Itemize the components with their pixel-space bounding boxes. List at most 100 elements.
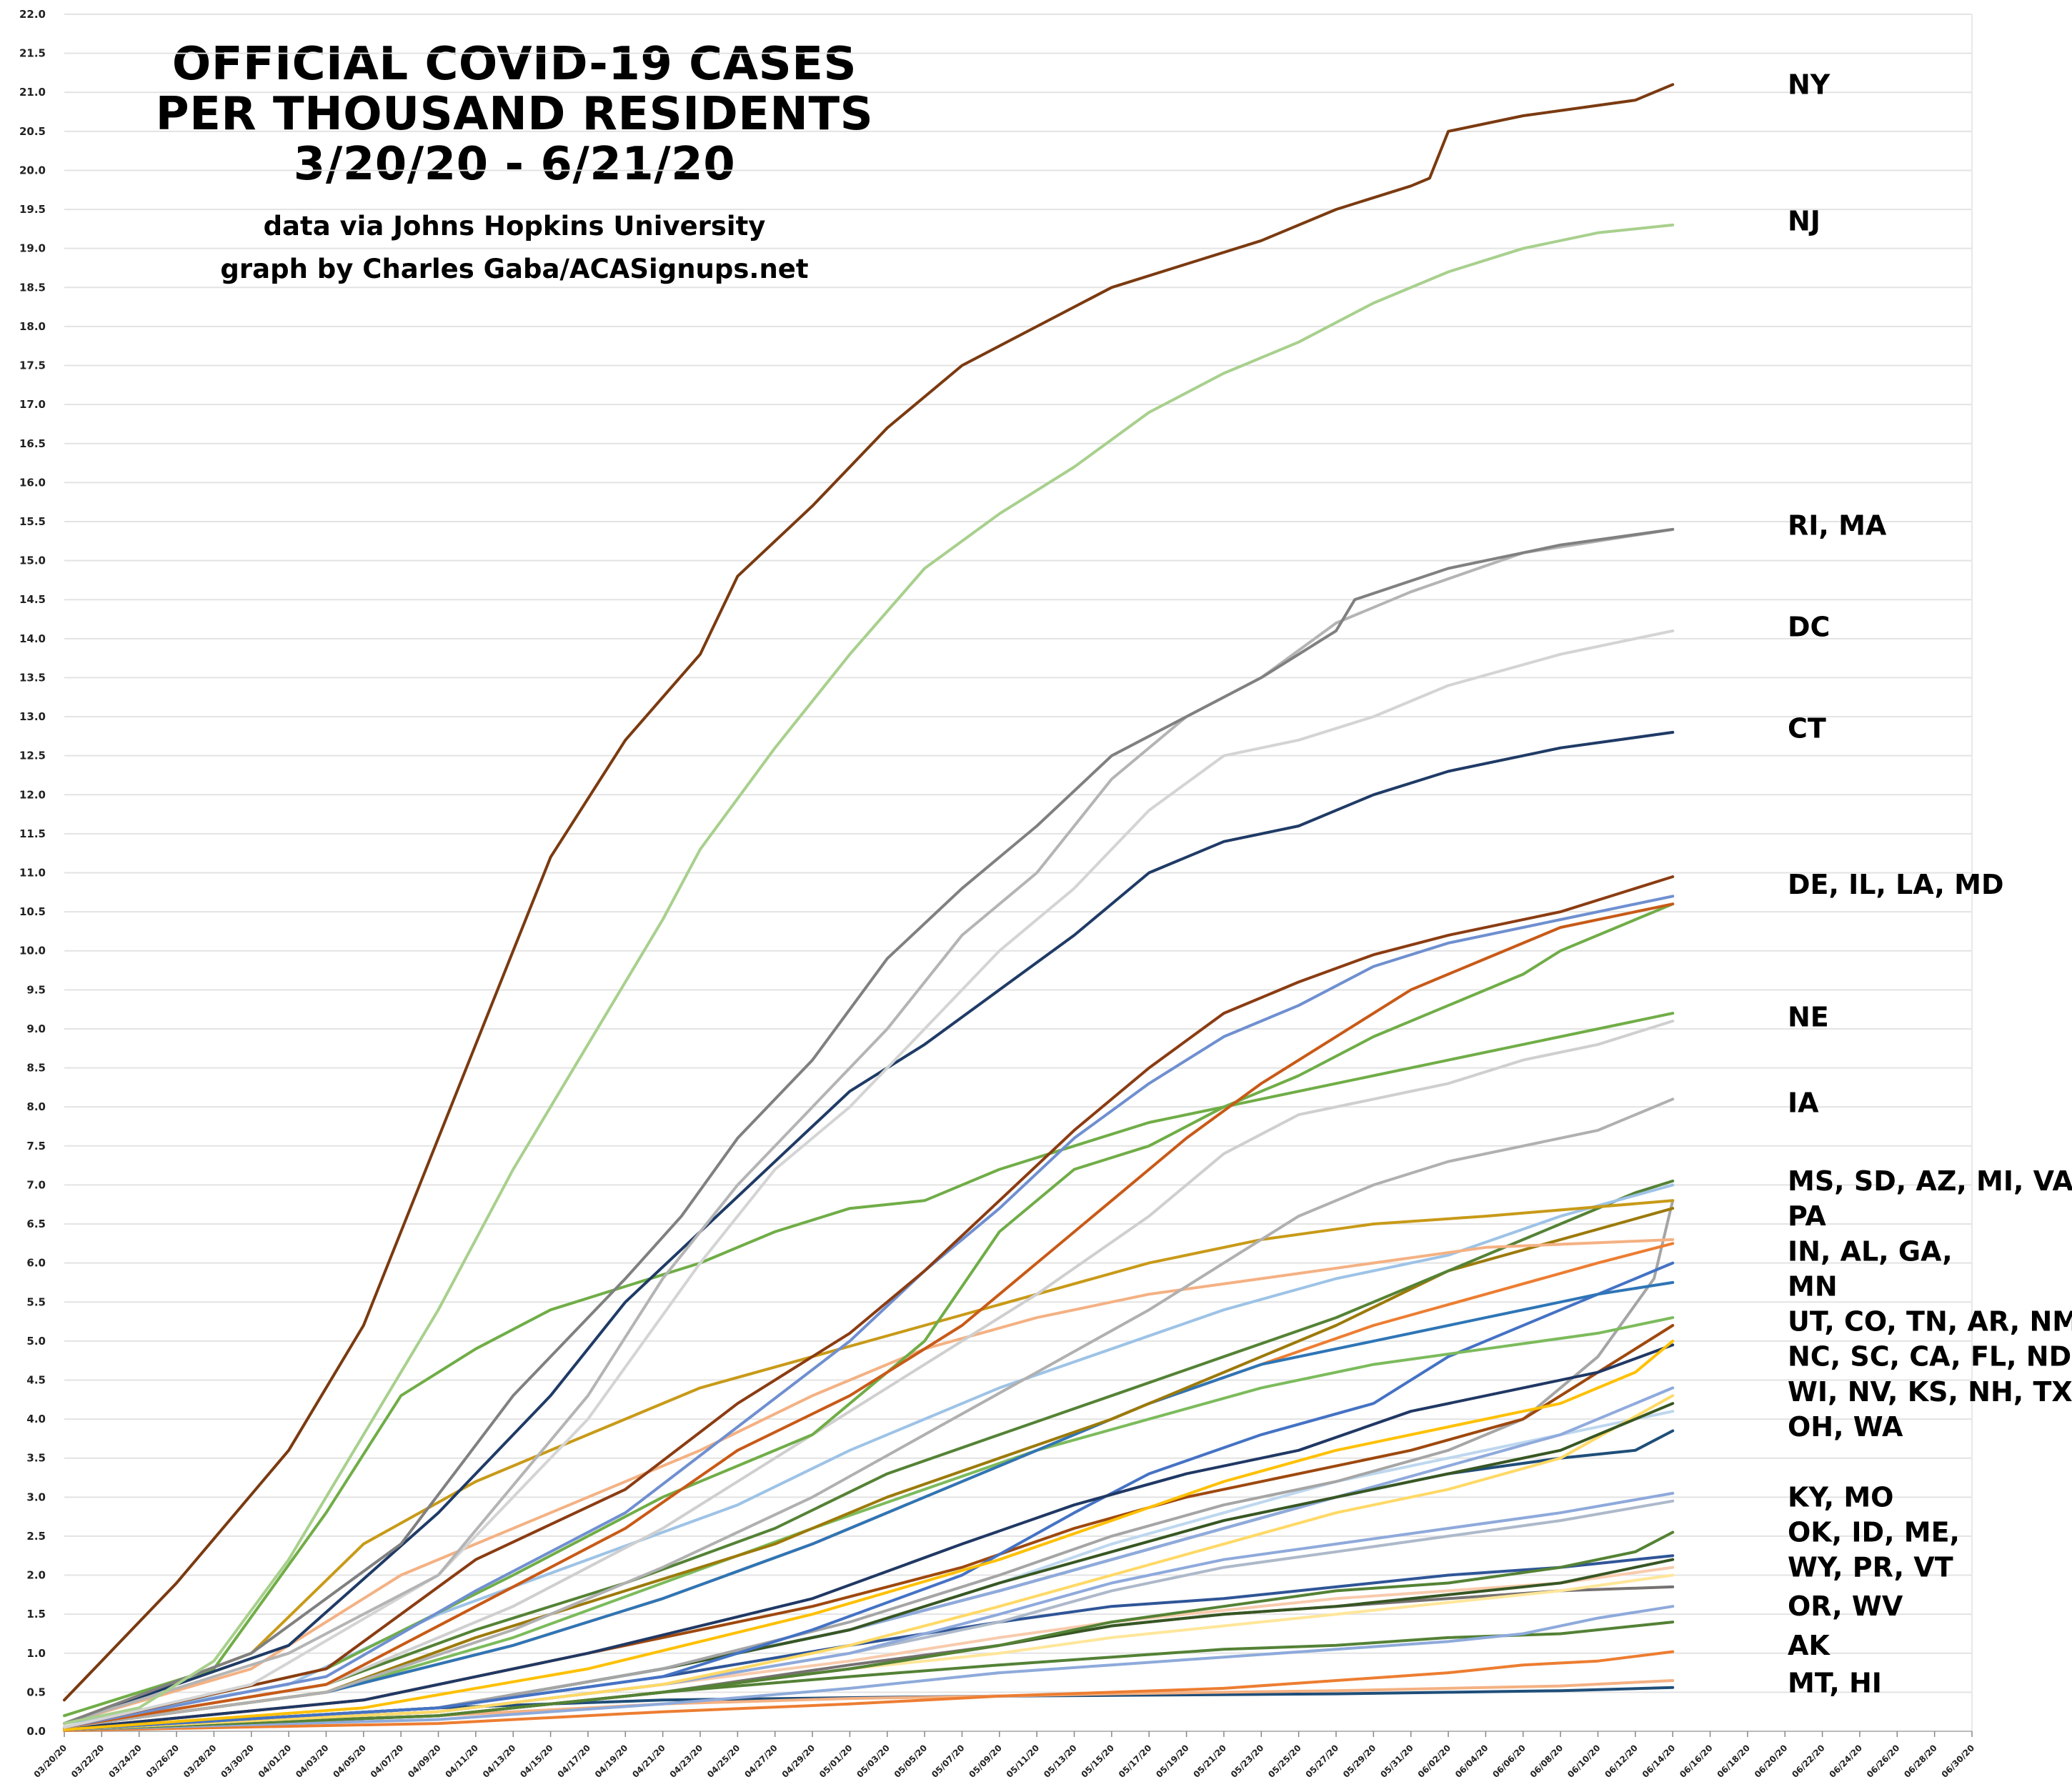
state-end-label: NC, SC, CA, FL, ND: [1788, 1341, 2071, 1373]
series-line: [63, 1686, 1675, 1732]
x-tick-label: 05/17/20: [1117, 1743, 1154, 1780]
y-tick-label: 13.0: [19, 710, 46, 723]
x-tick-label: 05/29/20: [1341, 1743, 1378, 1780]
y-tick-label: 10.5: [19, 905, 46, 918]
y-tick-label: 5.0: [26, 1335, 46, 1348]
x-axis: 03/20/20 03/22/20 03/24/20 03/26/20 03/28/20…: [32, 1731, 1977, 1780]
series-line: [63, 1199, 1675, 1731]
state-end-label: RI, MA: [1788, 509, 1887, 541]
chart-credit-note: graph by Charles Gaba/ACASignups.net: [220, 254, 809, 284]
y-tick-label: 16.0: [19, 476, 46, 489]
state-end-label: UT, CO, TN, AR, NM,: [1788, 1306, 2072, 1338]
series-line: [63, 902, 1675, 1729]
chart-title-date-range: 3/20/20 - 6/21/20: [293, 138, 736, 191]
y-tick-label: 7.0: [26, 1178, 46, 1191]
state-end-label: PA: [1788, 1200, 1826, 1232]
series-line: [63, 1199, 1675, 1726]
x-tick-label: 03/26/20: [144, 1743, 181, 1780]
y-tick-label: 21.5: [19, 47, 46, 60]
series-line: [63, 629, 1675, 1729]
series-line: [63, 527, 1675, 1726]
y-tick-label: 12.5: [19, 750, 46, 762]
series-line: [63, 1394, 1675, 1731]
state-end-label: MT, HI: [1788, 1667, 1882, 1698]
series-lines: [63, 83, 1675, 1732]
y-axis: 0.0 0.5 1.0 1.5 2.0 2.5 3.0 3.5 4.0 4.5 5.0 5.5 6.0 6…: [19, 8, 1972, 1738]
y-tick-label: 2.0: [26, 1569, 46, 1582]
x-tick-label: 04/15/20: [518, 1743, 555, 1780]
y-tick-label: 6.0: [26, 1257, 46, 1270]
x-tick-label: 05/23/20: [1229, 1743, 1266, 1780]
series-line: [63, 1605, 1675, 1731]
state-end-label: NE: [1788, 1002, 1829, 1033]
x-tick-label: 06/08/20: [1528, 1743, 1565, 1780]
series-line: [63, 1280, 1675, 1729]
x-tick-label: 06/06/20: [1490, 1743, 1528, 1780]
x-tick-label: 05/05/20: [892, 1743, 930, 1780]
x-tick-label: 06/22/20: [1790, 1743, 1827, 1780]
series-line: [63, 1261, 1675, 1731]
y-tick-label: 15.0: [19, 554, 46, 567]
x-tick-label: 06/04/20: [1453, 1743, 1490, 1780]
state-end-label: OK, ID, ME,: [1788, 1516, 1960, 1548]
series-line: [63, 83, 1675, 1702]
y-tick-label: 1.0: [26, 1647, 46, 1660]
y-tick-label: 18.5: [19, 281, 46, 294]
x-tick-label: 04/03/20: [294, 1743, 331, 1780]
y-tick-label: 18.0: [19, 320, 46, 333]
y-tick-label: 20.0: [19, 164, 46, 176]
series-line: [63, 1386, 1675, 1731]
state-end-label: OR, WV: [1788, 1591, 1903, 1622]
series-line: [63, 1343, 1675, 1731]
x-tick-label: 05/03/20: [855, 1743, 892, 1780]
state-end-label: DE, IL, LA, MD: [1788, 869, 2004, 900]
series-line: [63, 1183, 1675, 1726]
state-end-label: IA: [1788, 1087, 1819, 1119]
x-tick-label: 06/10/20: [1565, 1743, 1603, 1780]
y-tick-label: 0.5: [26, 1686, 46, 1698]
chart-title-line-1: OFFICIAL COVID-19 CASES: [171, 38, 857, 91]
x-tick-label: 06/28/20: [1902, 1743, 1939, 1780]
x-tick-label: 03/20/20: [32, 1743, 69, 1780]
series-line: [63, 1020, 1675, 1729]
series-line: [63, 1179, 1675, 1729]
x-tick-label: 04/25/20: [705, 1743, 742, 1780]
x-tick-label: 05/07/20: [930, 1743, 967, 1780]
y-tick-label: 12.0: [19, 788, 46, 801]
x-tick-label: 03/24/20: [106, 1743, 144, 1780]
x-tick-label: 06/30/20: [1940, 1743, 1977, 1780]
series-line: [63, 895, 1675, 1729]
chart-title-block: OFFICIAL COVID-19 CASES PER THOUSAND RES…: [143, 39, 886, 291]
y-tick-label: 2.5: [26, 1530, 46, 1543]
state-end-label: MN: [1788, 1270, 1838, 1302]
y-tick-label: 14.5: [19, 593, 46, 606]
x-tick-label: 06/16/20: [1678, 1743, 1715, 1780]
x-tick-label: 05/19/20: [1154, 1743, 1191, 1780]
x-tick-label: 05/01/20: [817, 1743, 855, 1780]
y-tick-label: 11.5: [19, 827, 46, 840]
series-line: [63, 875, 1675, 1729]
series-line: [63, 730, 1675, 1726]
y-tick-label: 22.0: [19, 8, 46, 21]
y-tick-label: 4.0: [26, 1413, 46, 1425]
y-tick-label: 4.5: [26, 1373, 46, 1386]
y-tick-label: 6.5: [26, 1218, 46, 1230]
x-tick-label: 04/21/20: [630, 1743, 667, 1780]
y-tick-label: 13.5: [19, 671, 46, 684]
series-line: [63, 1650, 1675, 1732]
y-tick-label: 8.0: [26, 1100, 46, 1113]
state-end-label: OH, WA: [1788, 1411, 1903, 1443]
x-tick-label: 05/25/20: [1266, 1743, 1303, 1780]
state-end-label: NY: [1788, 69, 1831, 100]
x-tick-label: 04/05/20: [331, 1743, 368, 1780]
x-tick-label: 05/11/20: [1005, 1743, 1042, 1780]
x-tick-label: 06/02/20: [1416, 1743, 1453, 1780]
state-end-label: NJ: [1788, 205, 1821, 237]
y-tick-label: 17.0: [19, 398, 46, 411]
state-end-label: IN, AL, GA,: [1788, 1235, 1953, 1267]
x-tick-label: 04/29/20: [780, 1743, 817, 1780]
x-tick-label: 04/01/20: [256, 1743, 294, 1780]
series-line: [63, 1324, 1675, 1731]
y-tick-label: 3.5: [26, 1452, 46, 1465]
